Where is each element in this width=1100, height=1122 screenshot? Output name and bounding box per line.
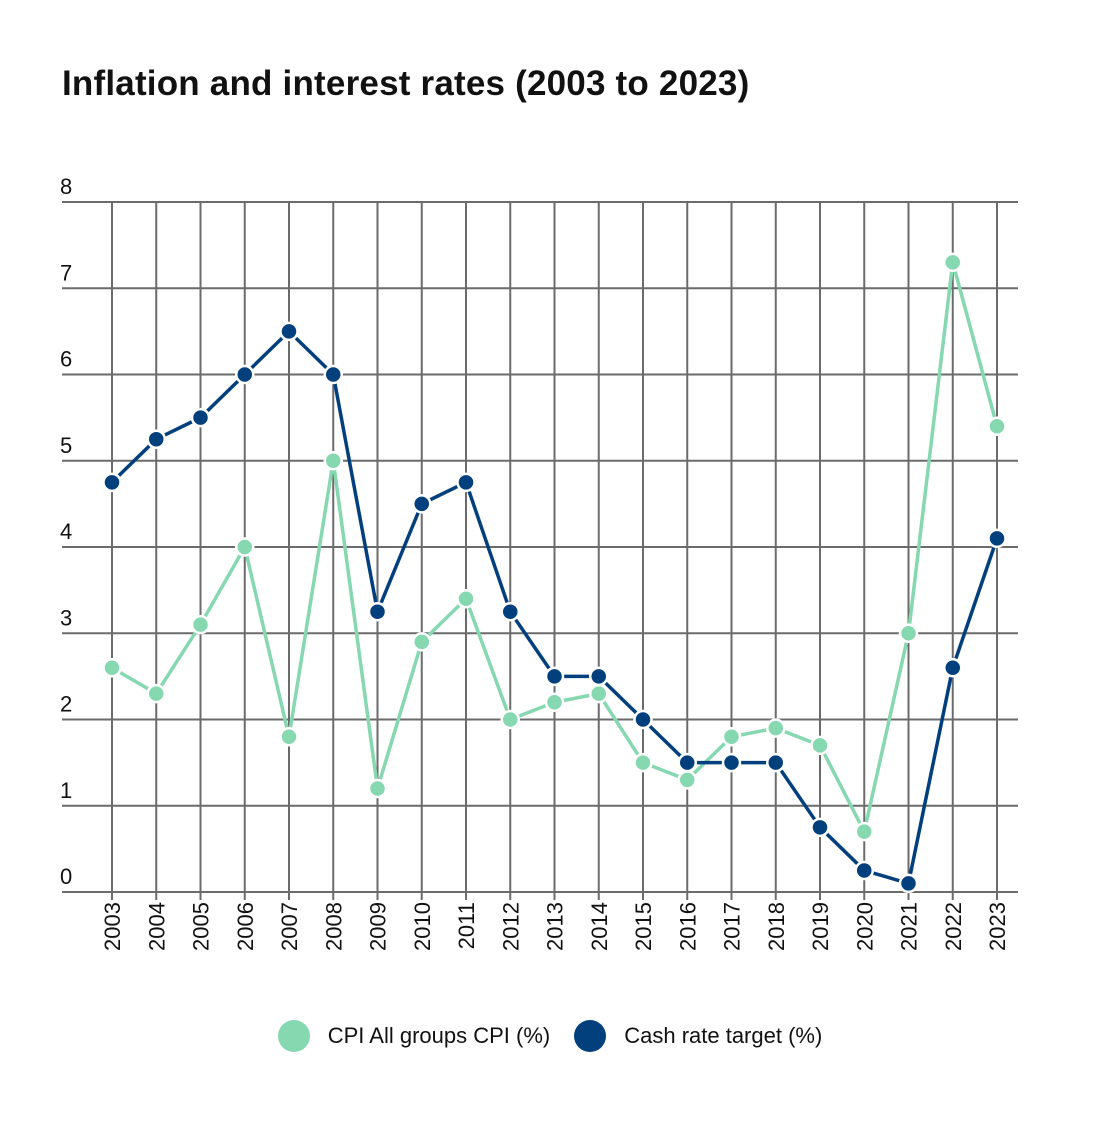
data-point-cpi (987, 416, 1007, 436)
x-axis-ticks: 2003 2004 2005 2006 2007 2008 2009 2010 2011 2012… (100, 902, 1010, 951)
data-point-cash-rate (898, 873, 919, 894)
x-tick-label: 2015 (631, 902, 656, 951)
data-point-cpi (102, 658, 122, 678)
y-tick-label: 0 (60, 864, 72, 889)
x-tick-label: 2008 (321, 902, 346, 951)
x-tick-label: 2014 (587, 902, 612, 951)
data-point-cash-rate (190, 407, 211, 428)
data-point-cpi (323, 451, 343, 471)
x-tick-label: 2019 (808, 902, 833, 951)
y-tick-label: 8 (60, 174, 72, 199)
data-point-cpi (766, 718, 786, 738)
data-point-cpi (456, 589, 476, 609)
data-point-cpi (544, 692, 565, 712)
data-point-cpi (943, 252, 963, 273)
data-point-cpi (235, 537, 255, 557)
x-tick-label: 2011 (454, 902, 479, 949)
data-point-cpi (721, 727, 742, 747)
data-point-cash-rate (766, 752, 786, 773)
data-point-cpi (412, 632, 432, 652)
data-point-cash-rate (589, 666, 609, 687)
legend: CPI All groups CPI (%) Cash rate target … (0, 1020, 1100, 1052)
x-tick-label: 2016 (675, 902, 700, 951)
data-point-cash-rate (456, 472, 476, 493)
data-point-cash-rate (854, 860, 874, 881)
series-points (102, 252, 1007, 894)
x-tick-label: 2023 (985, 902, 1010, 951)
data-point-cash-rate (323, 364, 343, 385)
legend-item-cash-rate: Cash rate target (%) (574, 1020, 822, 1052)
y-tick-label: 5 (60, 433, 72, 458)
chart-title: Inflation and interest rates (2003 to 20… (62, 64, 750, 103)
data-point-cash-rate (987, 528, 1007, 549)
data-point-cpi (190, 614, 211, 635)
x-tick-label: 2005 (189, 902, 214, 951)
legend-label-cpi: CPI All groups CPI (%) (327, 1023, 551, 1048)
x-tick-label: 2010 (410, 902, 435, 951)
data-point-cash-rate (146, 429, 166, 449)
grid (62, 201, 1018, 900)
x-tick-label: 2013 (543, 902, 568, 951)
y-tick-label: 3 (60, 605, 72, 630)
data-point-cash-rate (367, 601, 388, 622)
data-point-cpi (677, 770, 697, 790)
data-point-cpi (279, 727, 299, 747)
y-tick-label: 2 (60, 692, 72, 717)
y-tick-label: 1 (60, 778, 72, 803)
x-tick-label: 2012 (498, 902, 523, 951)
data-point-cash-rate (721, 752, 742, 773)
x-tick-label: 2020 (852, 902, 877, 951)
x-tick-label: 2007 (277, 902, 302, 951)
data-point-cash-rate (412, 494, 432, 514)
data-point-cpi (633, 752, 653, 773)
x-tick-label: 2009 (366, 902, 391, 951)
x-tick-label: 2004 (144, 902, 169, 951)
data-point-cpi (367, 778, 388, 799)
x-tick-label: 2017 (720, 902, 745, 951)
y-axis-ticks: 0 1 2 3 4 5 6 7 8 (60, 174, 72, 889)
data-point-cash-rate (500, 601, 520, 622)
data-point-cash-rate (633, 709, 653, 730)
x-tick-label: 2018 (764, 902, 789, 951)
data-point-cpi (500, 709, 520, 730)
x-tick-label: 2003 (100, 902, 125, 951)
x-tick-label: 2021 (897, 902, 922, 951)
legend-item-cpi: CPI All groups CPI (%) (277, 1020, 551, 1052)
data-point-cpi (589, 683, 609, 704)
legend-swatch-cpi (277, 1020, 310, 1052)
data-point-cash-rate (235, 364, 255, 385)
y-tick-label: 4 (60, 519, 72, 544)
data-point-cpi (146, 683, 166, 704)
data-point-cash-rate (677, 752, 697, 773)
legend-label-cash-rate: Cash rate target (%) (624, 1023, 823, 1048)
data-point-cpi (810, 735, 830, 756)
data-point-cash-rate (279, 321, 299, 342)
data-point-cpi (898, 623, 919, 643)
x-tick-label: 2006 (233, 902, 258, 951)
y-tick-label: 7 (60, 260, 72, 285)
data-point-cash-rate (544, 666, 565, 687)
data-point-cash-rate (102, 472, 122, 493)
data-point-cash-rate (943, 658, 963, 678)
legend-swatch-cash-rate (574, 1020, 607, 1052)
x-tick-label: 2022 (941, 902, 966, 951)
y-tick-label: 6 (60, 347, 72, 372)
data-point-cpi (854, 821, 874, 842)
data-point-cash-rate (810, 817, 830, 838)
